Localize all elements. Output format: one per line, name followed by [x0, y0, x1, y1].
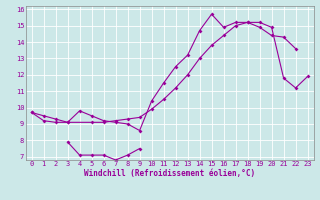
X-axis label: Windchill (Refroidissement éolien,°C): Windchill (Refroidissement éolien,°C): [84, 169, 255, 178]
